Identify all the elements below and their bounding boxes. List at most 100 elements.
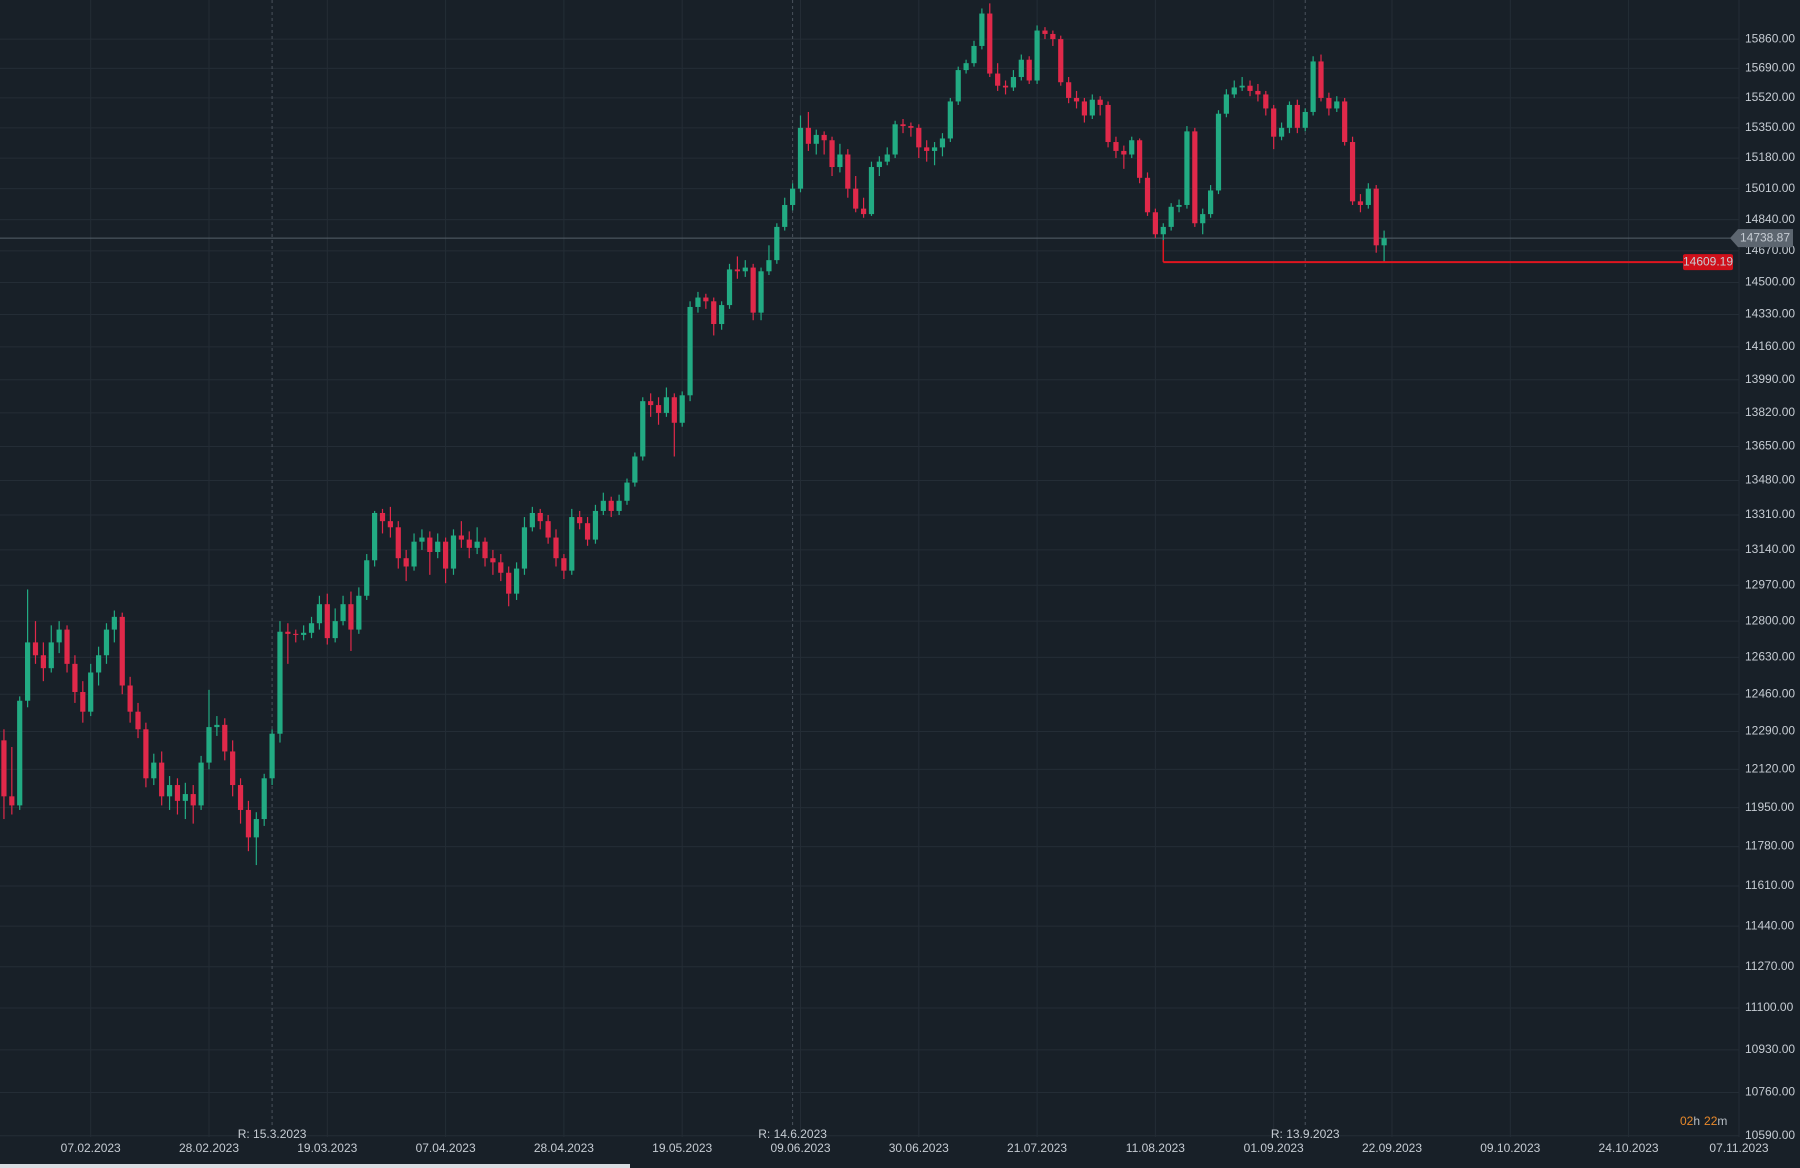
y-tick-label: 12800.00: [1745, 613, 1795, 627]
x-tick-label: 30.06.2023: [889, 1141, 949, 1155]
candle-body: [1034, 30, 1040, 81]
candle-body: [821, 134, 827, 141]
candle-body: [569, 517, 575, 571]
candle-body: [1271, 108, 1277, 137]
candle-body: [648, 401, 654, 406]
y-tick-label: 15860.00: [1745, 31, 1795, 45]
candle-body: [1373, 188, 1379, 246]
candle-body: [1286, 104, 1293, 128]
candle-body: [1247, 85, 1253, 91]
countdown-part: 22: [1704, 1114, 1718, 1128]
candle-body: [403, 558, 409, 567]
candle-body: [829, 140, 835, 168]
candle-body: [766, 260, 772, 272]
candle-body: [474, 541, 480, 548]
candle-body: [182, 794, 188, 801]
candle-body: [900, 124, 906, 127]
candle-body: [25, 642, 31, 701]
y-tick-label: 15350.00: [1745, 120, 1795, 134]
candle-body: [687, 306, 693, 396]
candle-body: [1334, 101, 1340, 109]
candle-body: [119, 616, 125, 686]
candle-body: [1160, 226, 1166, 235]
candle-body: [135, 711, 141, 730]
candle-body: [324, 604, 330, 639]
candle-body: [1105, 104, 1111, 143]
candle-body: [1231, 87, 1237, 95]
candle-body: [222, 724, 228, 752]
x-tick-label: 07.11.2023: [1709, 1141, 1768, 1155]
candle-body: [1184, 131, 1190, 205]
candle-body: [1357, 201, 1364, 205]
x-tick-label: 28.02.2023: [179, 1141, 239, 1155]
candle-body: [1, 740, 7, 797]
scrollbar[interactable]: [0, 1164, 630, 1168]
candle-body: [277, 631, 283, 734]
candle-body: [372, 512, 378, 561]
candle-body: [198, 762, 204, 806]
y-tick-label: 11780.00: [1745, 839, 1794, 853]
y-tick-label: 15010.00: [1745, 181, 1795, 195]
x-tick-label: 09.10.2023: [1480, 1141, 1540, 1155]
candle-body: [48, 642, 54, 669]
y-tick-label: 11100.00: [1745, 1000, 1794, 1014]
candle-body: [711, 301, 717, 325]
candle-body: [837, 154, 843, 168]
candle-body: [608, 500, 614, 511]
candle-body: [379, 512, 386, 522]
candle-body: [955, 70, 961, 102]
y-tick-label: 11440.00: [1745, 918, 1794, 932]
y-tick-label: 15180.00: [1745, 150, 1795, 164]
last-price-label: 14738.87: [1740, 230, 1790, 244]
candle-body: [269, 733, 275, 779]
candle-body: [1152, 212, 1158, 235]
candle-body: [293, 633, 299, 635]
candle-body: [143, 729, 149, 779]
countdown-part: h: [1693, 1114, 1700, 1128]
candle-body: [987, 13, 993, 74]
candle-body: [88, 672, 94, 712]
candle-body: [868, 167, 875, 215]
candle-body: [1215, 113, 1222, 191]
candle-body: [1089, 99, 1095, 116]
candle-body: [703, 297, 709, 302]
candle-body: [908, 126, 914, 128]
candle-body: [892, 124, 898, 155]
candle-body: [1137, 140, 1143, 178]
candle-body: [774, 226, 780, 261]
candle-body: [1144, 177, 1151, 213]
candle-body: [387, 521, 393, 528]
y-tick-label: 14160.00: [1745, 339, 1795, 353]
y-tick-label: 11950.00: [1745, 800, 1794, 814]
candle-body: [545, 521, 551, 538]
candle-body: [553, 537, 559, 559]
candle-body: [364, 560, 370, 596]
candle-body: [245, 809, 252, 838]
countdown-part: m: [1717, 1114, 1727, 1128]
candle-body: [32, 642, 39, 656]
candle-body: [719, 305, 725, 325]
candle-body: [790, 188, 796, 205]
candle-body: [174, 785, 181, 801]
y-tick-label: 13820.00: [1745, 405, 1795, 419]
marker-label: R: 13.9.2023: [1271, 1127, 1340, 1141]
candle-body: [1200, 214, 1206, 224]
candle-body: [1342, 101, 1348, 143]
candle-body: [190, 794, 196, 806]
candle-body: [1097, 99, 1103, 105]
candle-body: [340, 604, 346, 622]
candle-body: [308, 623, 315, 633]
candle-body: [253, 819, 259, 838]
countdown: 02h 22m: [1680, 1114, 1727, 1128]
candle-body: [663, 397, 670, 413]
x-tick-label: 19.03.2023: [297, 1141, 357, 1155]
candle-body: [1318, 61, 1324, 98]
y-tick-label: 15520.00: [1745, 90, 1795, 104]
candle-body: [1302, 111, 1308, 128]
candle-body: [853, 188, 859, 209]
y-tick-label: 13650.00: [1745, 439, 1795, 453]
candle-body: [1294, 104, 1300, 128]
candle-body: [1381, 238, 1387, 246]
candle-body: [348, 604, 354, 630]
